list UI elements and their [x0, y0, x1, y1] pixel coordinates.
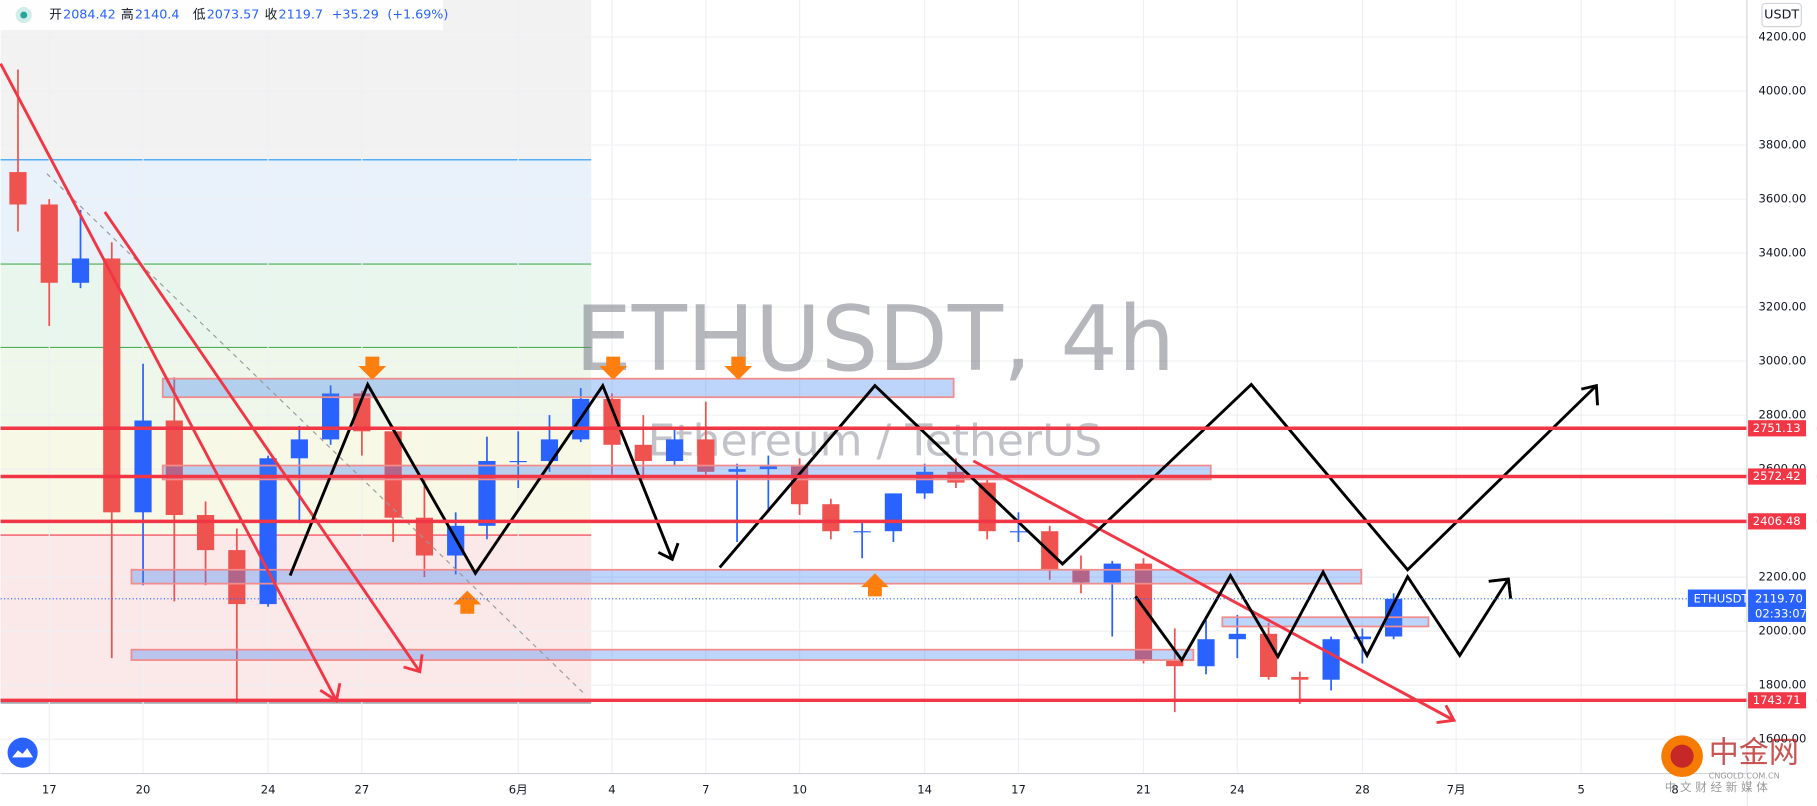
ohlc-value: 2140.4	[135, 8, 180, 23]
candle-body	[884, 493, 902, 532]
x-tick-label: 6月	[509, 782, 528, 796]
y-tick-label: 3600.00	[1759, 192, 1807, 206]
candle-body	[40, 204, 58, 283]
level-label: 2572.42	[1753, 469, 1801, 483]
x-tick-label: 28	[1355, 782, 1370, 796]
candle-body	[322, 393, 340, 440]
candle-body	[634, 444, 652, 462]
candle-body	[9, 172, 27, 205]
candle-body	[1197, 639, 1215, 667]
y-tick-label: 2200.00	[1759, 570, 1807, 584]
level-tag	[1748, 692, 1806, 709]
fib-bands	[0, 0, 592, 704]
candle-body	[165, 420, 183, 516]
candle-body	[134, 420, 152, 513]
candle-body	[603, 398, 621, 445]
currency: USDT	[1764, 8, 1799, 23]
x-tick-label: 5	[1578, 782, 1585, 796]
watermark-subtitle: Ethereum / TetherUS	[648, 416, 1103, 467]
candle-body	[853, 531, 871, 533]
candle-body	[290, 439, 308, 459]
x-tick-label: 17	[1011, 782, 1026, 796]
candle-body	[1009, 531, 1028, 533]
level-tag	[1748, 468, 1806, 485]
ohlc-label: 收	[265, 8, 278, 23]
last-price-tag	[1748, 589, 1806, 622]
candle-body	[1353, 636, 1371, 640]
x-tick-label: 14	[917, 782, 932, 796]
y-tick-label: 1800.00	[1759, 678, 1807, 692]
candle-body	[196, 515, 215, 551]
candle-body	[1134, 563, 1153, 661]
ohlc-label: 低	[193, 8, 206, 23]
x-tick-label: 20	[136, 782, 151, 796]
candle-body	[103, 258, 121, 513]
level-label: 2751.13	[1753, 421, 1801, 435]
candle-body	[759, 466, 777, 470]
candle-body	[1291, 677, 1309, 680]
ohlc-value: 2084.42	[63, 8, 116, 23]
candle-body	[415, 517, 434, 556]
ohlc-label: 高	[121, 7, 134, 23]
x-tick-label: 24	[261, 782, 276, 796]
candle-body	[978, 482, 996, 532]
countdown: 02:33:07	[1755, 606, 1807, 620]
candle-body	[665, 439, 684, 462]
candle-body	[509, 461, 527, 463]
logo-name: 中金网	[1709, 735, 1799, 770]
level-tag	[1748, 513, 1806, 530]
x-tick-label: 27	[355, 782, 370, 796]
y-tick-label: 4200.00	[1759, 30, 1807, 44]
change: +35.29	[332, 8, 379, 23]
candle-body	[697, 439, 715, 472]
x-tick-label: 21	[1136, 782, 1151, 796]
x-tick-label: 7月	[1447, 782, 1466, 796]
candle-body	[822, 504, 840, 532]
candle-body	[1228, 633, 1246, 640]
last-symbol: ETHUSDT	[1694, 591, 1750, 605]
y-tick-label: 3800.00	[1759, 138, 1807, 152]
y-tick-label: 3200.00	[1759, 300, 1807, 314]
x-tick-label: 7	[702, 782, 709, 796]
x-tick-label: 4	[608, 782, 615, 796]
candle-body	[1103, 563, 1121, 583]
y-tick-label: 2800.00	[1759, 408, 1807, 422]
logo-domain: CNGOLD.COM.CN	[1709, 770, 1780, 780]
candle-body	[1259, 633, 1278, 678]
ohlc-value: 2073.57	[207, 8, 260, 23]
last-price: 2119.70	[1755, 591, 1803, 605]
y-tick-label: 3000.00	[1759, 354, 1807, 368]
y-tick-label: 4000.00	[1759, 84, 1807, 98]
level-label: 1743.71	[1753, 693, 1801, 707]
y-tick-label: 2000.00	[1759, 624, 1807, 638]
x-tick-label: 24	[1230, 782, 1245, 796]
watermark-title: ETHUSDT, 4h	[575, 287, 1175, 392]
candle-body	[1072, 569, 1090, 583]
level-label: 2406.48	[1753, 514, 1801, 528]
candle-body	[384, 431, 402, 518]
change-pct: (+1.69%)	[387, 8, 448, 23]
candle-body	[1166, 660, 1184, 667]
drawings	[0, 63, 1599, 725]
y-tick-label: 1600.00	[1759, 732, 1807, 746]
candle-body	[259, 458, 277, 605]
last-symbol-tag	[1687, 589, 1746, 607]
x-tick-label: 10	[792, 782, 807, 796]
candle-body	[71, 258, 90, 283]
candle-body	[228, 550, 246, 605]
logo-slogan: 中 文 财 经 新 媒 体	[1665, 780, 1769, 794]
ohlc-label: 开	[49, 8, 62, 23]
level-tag	[1748, 420, 1806, 437]
x-tick-label: 8	[1671, 782, 1678, 796]
x-tick-label: 17	[42, 782, 57, 796]
candle-body	[728, 469, 746, 472]
y-tick-label: 3400.00	[1759, 246, 1807, 260]
candle-body	[353, 393, 371, 432]
ohlc-value: 2119.7	[279, 8, 324, 23]
candle-body	[1322, 639, 1340, 680]
